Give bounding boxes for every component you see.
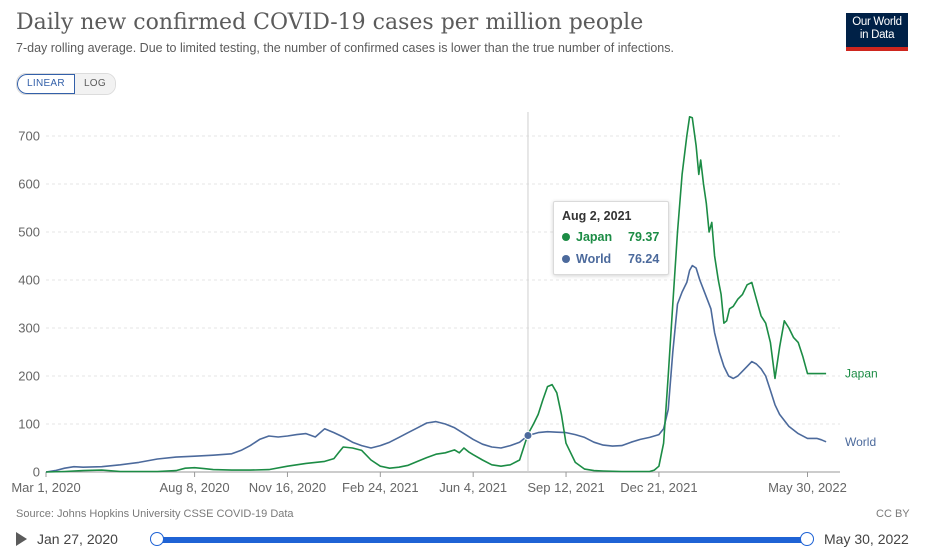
world-legend-dot (562, 255, 570, 263)
y-tick-label: 100 (18, 417, 40, 432)
timeline-end-date: May 30, 2022 (824, 531, 909, 547)
owid-logo[interactable]: Our World in Data (846, 13, 908, 51)
y-tick-label: 300 (18, 321, 40, 336)
hover-marker-world (523, 431, 533, 441)
y-tick-label: 400 (18, 273, 40, 288)
x-tick-label: Sep 12, 2021 (527, 480, 604, 495)
timeline-end-handle[interactable] (800, 532, 814, 546)
series-label-world: World (845, 435, 876, 449)
logo-line-2: in Data (859, 29, 895, 41)
tooltip-world-name: World (576, 252, 612, 266)
tooltip-date: Aug 2, 2021 (562, 209, 632, 223)
tooltip-japan-value: 79.37 (628, 230, 660, 244)
timeline-selected-range[interactable] (157, 537, 807, 543)
timeline-start-handle[interactable] (150, 532, 164, 546)
y-tick-label: 200 (18, 369, 40, 384)
x-tick-label: Dec 21, 2021 (620, 480, 697, 495)
series-lines (45, 116, 827, 473)
series-labels: World Japan (845, 367, 878, 449)
y-tick-label: 0 (33, 465, 40, 480)
y-tick-label: 700 (18, 129, 40, 144)
play-icon[interactable] (16, 532, 27, 546)
chart-subtitle: 7-day rolling average. Due to limited te… (16, 41, 674, 55)
x-tick-label: Nov 16, 2020 (249, 480, 326, 495)
timeline-start-date: Jan 27, 2020 (37, 531, 118, 547)
x-tick-label: Aug 8, 2020 (160, 480, 230, 495)
log-scale-button[interactable]: LOG (74, 74, 115, 94)
y-gridlines (46, 135, 840, 473)
tooltip-row-world: World 76.24 (562, 252, 662, 266)
tooltip-japan-name: Japan (576, 230, 613, 244)
y-tick-label: 600 (18, 177, 40, 192)
license-link[interactable]: CC BY (876, 508, 910, 520)
logo-red-bar (846, 47, 908, 51)
x-tick-label: Feb 24, 2021 (342, 480, 419, 495)
scale-toggle: LINEAR LOG (16, 73, 116, 95)
y-axis-ticks: 0 100 200 300 400 500 600 700 (18, 129, 40, 480)
tooltip-world-value: 76.24 (628, 252, 660, 266)
x-axis-ticks: Mar 1, 2020 Aug 8, 2020 Nov 16, 2020 Feb 24… (11, 472, 847, 495)
hover-markers (523, 431, 533, 441)
japan-legend-dot (562, 233, 570, 241)
x-tick-label: May 30, 2022 (768, 480, 847, 495)
y-tick-label: 500 (18, 225, 40, 240)
tooltip-row-japan: Japan 79.37 (562, 230, 662, 244)
source-note[interactable]: Source: Johns Hopkins University CSSE CO… (16, 508, 294, 520)
series-label-japan: Japan (845, 367, 878, 381)
linear-scale-button[interactable]: LINEAR (17, 74, 75, 94)
x-tick-label: Mar 1, 2020 (11, 480, 80, 495)
chart-title: Daily new confirmed COVID-19 cases per m… (16, 10, 644, 35)
hover-tooltip: Aug 2, 2021 Japan 79.37 World 76.24 (553, 201, 669, 275)
x-tick-label: Jun 4, 2021 (439, 480, 507, 495)
logo-line-1: Our World (852, 16, 902, 28)
series-line-world (45, 264, 827, 473)
series-line-japan (45, 116, 827, 473)
